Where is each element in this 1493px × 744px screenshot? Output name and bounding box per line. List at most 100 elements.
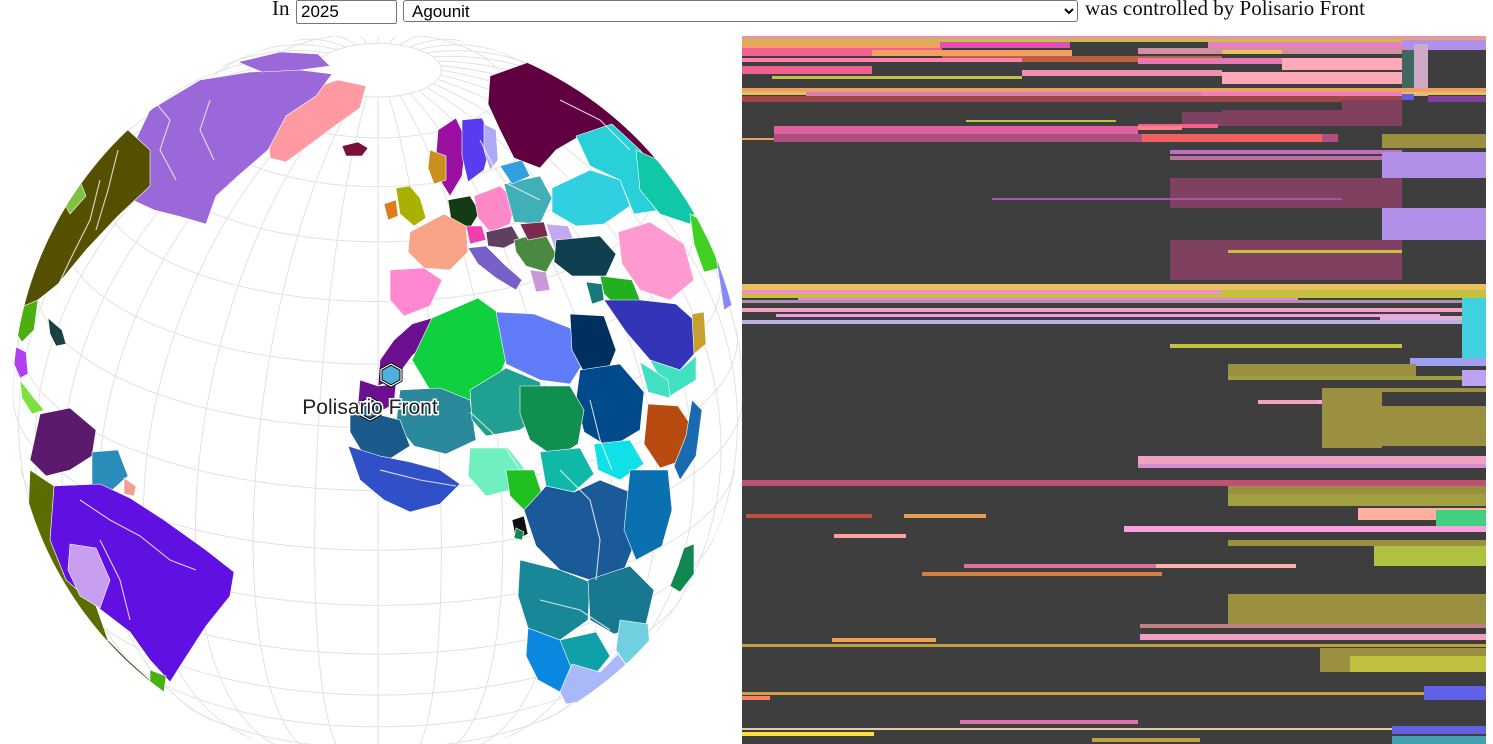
timeline-band[interactable] bbox=[1140, 634, 1486, 640]
region-bolivia[interactable] bbox=[67, 543, 111, 609]
timeline-band[interactable] bbox=[1374, 546, 1486, 566]
timeline-band[interactable] bbox=[1462, 298, 1486, 358]
region-angola[interactable] bbox=[517, 559, 591, 641]
timeline-band[interactable] bbox=[1156, 564, 1296, 568]
region-denmark[interactable] bbox=[427, 149, 447, 185]
region-canary-hex[interactable] bbox=[513, 527, 525, 541]
timeline-band[interactable] bbox=[1208, 42, 1404, 48]
land-regions[interactable] bbox=[13, 51, 741, 744]
timeline-band[interactable] bbox=[742, 290, 1486, 296]
region-uk[interactable] bbox=[395, 185, 427, 227]
region-eritrea[interactable] bbox=[639, 361, 671, 399]
timeline-band[interactable] bbox=[1222, 290, 1486, 298]
selected-region-marker[interactable] bbox=[358, 362, 403, 422]
timeline-band[interactable] bbox=[1228, 540, 1486, 546]
timeline-band[interactable] bbox=[1402, 50, 1414, 94]
timeline-band[interactable] bbox=[742, 480, 1486, 486]
timeline-band[interactable] bbox=[1228, 494, 1486, 506]
timeline-band[interactable] bbox=[904, 514, 986, 518]
timeline-band[interactable] bbox=[742, 36, 1486, 39]
globe-map[interactable]: Polisario Front bbox=[0, 36, 742, 744]
timeline-band[interactable] bbox=[1170, 344, 1402, 348]
timeline-band[interactable] bbox=[1380, 316, 1486, 322]
timeline-band[interactable] bbox=[1402, 40, 1486, 50]
timeline-band[interactable] bbox=[742, 728, 1486, 730]
region-italy[interactable] bbox=[467, 245, 523, 291]
timeline-band[interactable] bbox=[1436, 510, 1486, 526]
timeline-band[interactable] bbox=[742, 732, 874, 736]
timeline-band[interactable] bbox=[1138, 456, 1486, 464]
region-colombia-venezuela[interactable] bbox=[29, 407, 97, 477]
timeline-band[interactable] bbox=[1022, 70, 1222, 76]
region-germany[interactable] bbox=[473, 185, 517, 233]
timeline-band[interactable] bbox=[1382, 208, 1486, 240]
region-suriname[interactable] bbox=[123, 477, 137, 497]
region-finland[interactable] bbox=[483, 123, 499, 171]
timeline-band[interactable] bbox=[1322, 388, 1486, 392]
timeline-band[interactable] bbox=[1170, 178, 1402, 208]
timeline-band[interactable] bbox=[776, 314, 1440, 317]
timeline-band[interactable] bbox=[742, 66, 872, 74]
timeline-band[interactable] bbox=[742, 96, 1402, 102]
region-libya[interactable] bbox=[495, 311, 589, 385]
timeline-band[interactable] bbox=[742, 284, 1486, 290]
timeline-band[interactable] bbox=[1322, 392, 1382, 448]
region-select[interactable]: Agounit bbox=[403, 0, 1078, 22]
timeline-band[interactable] bbox=[742, 48, 942, 56]
region-iran[interactable] bbox=[617, 221, 695, 301]
region-east-africa[interactable] bbox=[623, 469, 673, 561]
control-timeline-chart[interactable] bbox=[742, 36, 1486, 744]
region-ukraine[interactable] bbox=[551, 169, 631, 227]
timeline-band[interactable] bbox=[742, 42, 942, 48]
timeline-band[interactable] bbox=[742, 696, 770, 700]
timeline-band[interactable] bbox=[1142, 134, 1322, 142]
region-madagascar[interactable] bbox=[669, 543, 695, 593]
timeline-band[interactable] bbox=[832, 638, 936, 642]
timeline-band[interactable] bbox=[1350, 656, 1486, 672]
timeline-band[interactable] bbox=[798, 298, 1298, 300]
timeline-band[interactable] bbox=[1382, 406, 1486, 446]
year-input[interactable] bbox=[296, 0, 397, 24]
timeline-band[interactable] bbox=[1170, 150, 1402, 154]
timeline-band[interactable] bbox=[940, 42, 1070, 48]
timeline-band[interactable] bbox=[742, 320, 1486, 324]
region-arctic-islands[interactable] bbox=[237, 51, 331, 73]
timeline-band[interactable] bbox=[942, 56, 1222, 62]
region-turkey[interactable] bbox=[553, 235, 617, 277]
timeline-band[interactable] bbox=[742, 88, 1486, 92]
timeline-band[interactable] bbox=[1462, 370, 1486, 386]
region-ireland[interactable] bbox=[383, 199, 399, 221]
region-iceland[interactable] bbox=[341, 141, 369, 157]
region-central-america[interactable] bbox=[19, 378, 45, 415]
timeline-band[interactable] bbox=[922, 572, 1162, 576]
timeline-band[interactable] bbox=[1222, 50, 1282, 54]
timeline-band[interactable] bbox=[1282, 58, 1402, 70]
region-hungary[interactable] bbox=[519, 221, 549, 241]
region-baltic[interactable] bbox=[499, 159, 531, 185]
timeline-band[interactable] bbox=[872, 50, 1072, 56]
timeline-band[interactable] bbox=[960, 720, 1138, 724]
timeline-band[interactable] bbox=[1228, 486, 1486, 494]
timeline-band[interactable] bbox=[1222, 72, 1402, 84]
timeline-band[interactable] bbox=[742, 39, 1486, 42]
timeline-band[interactable] bbox=[1410, 358, 1486, 366]
region-west-africa[interactable] bbox=[347, 445, 461, 513]
timeline-band[interactable] bbox=[742, 692, 1486, 695]
region-car[interactable] bbox=[539, 447, 595, 493]
region-guianas[interactable] bbox=[91, 449, 129, 493]
timeline-band[interactable] bbox=[966, 120, 1116, 122]
region-somalia[interactable] bbox=[673, 399, 703, 481]
timeline-band[interactable] bbox=[1138, 126, 1182, 130]
timeline-band[interactable] bbox=[1228, 594, 1486, 624]
timeline-band[interactable] bbox=[774, 126, 1138, 134]
region-iberia[interactable] bbox=[389, 267, 443, 317]
region-cuba[interactable] bbox=[47, 317, 67, 347]
timeline-band[interactable] bbox=[964, 564, 1156, 568]
region-oman[interactable] bbox=[691, 311, 707, 355]
timeline-band[interactable] bbox=[1424, 686, 1486, 700]
timeline-band[interactable] bbox=[742, 58, 1022, 62]
timeline-band[interactable] bbox=[1228, 250, 1402, 253]
timeline-band[interactable] bbox=[1138, 58, 1408, 64]
timeline-band[interactable] bbox=[1228, 364, 1416, 376]
timeline-band[interactable] bbox=[1414, 44, 1428, 96]
